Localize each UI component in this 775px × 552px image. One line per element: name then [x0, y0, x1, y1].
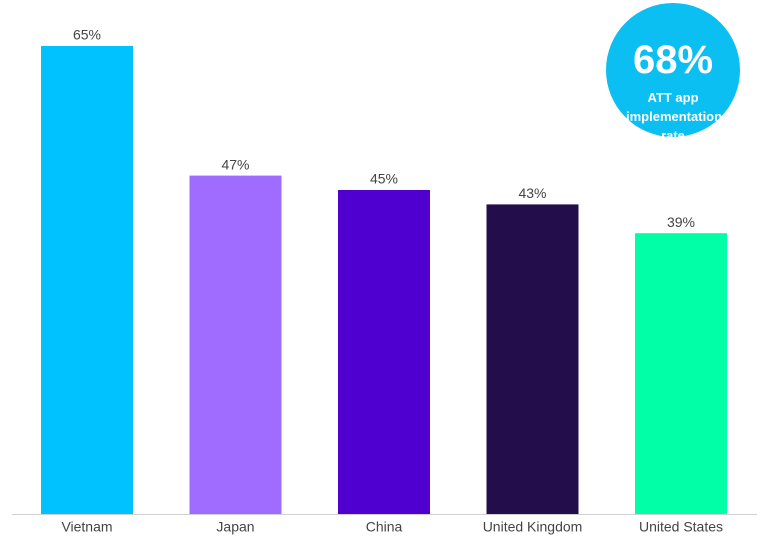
- badge-value: 68%: [632, 38, 714, 82]
- x-tick-label: United Kingdom: [483, 519, 583, 535]
- data-label: 65%: [73, 27, 101, 43]
- bar: [338, 190, 430, 514]
- x-tick-label: China: [366, 519, 403, 535]
- data-label: 47%: [221, 156, 249, 172]
- bar: [635, 233, 727, 514]
- bar: [189, 175, 282, 514]
- data-label: 45%: [370, 171, 398, 187]
- bar: [41, 46, 133, 514]
- x-tick-label: Japan: [216, 519, 254, 535]
- data-label: 43%: [518, 185, 546, 201]
- bar: [486, 204, 579, 514]
- data-label: 39%: [667, 214, 695, 230]
- x-tick-label: United States: [639, 519, 723, 535]
- badge-caption: ATT app implementation rate: [626, 90, 723, 143]
- x-tick-label: Vietnam: [61, 519, 112, 535]
- badge-circle: [606, 3, 740, 137]
